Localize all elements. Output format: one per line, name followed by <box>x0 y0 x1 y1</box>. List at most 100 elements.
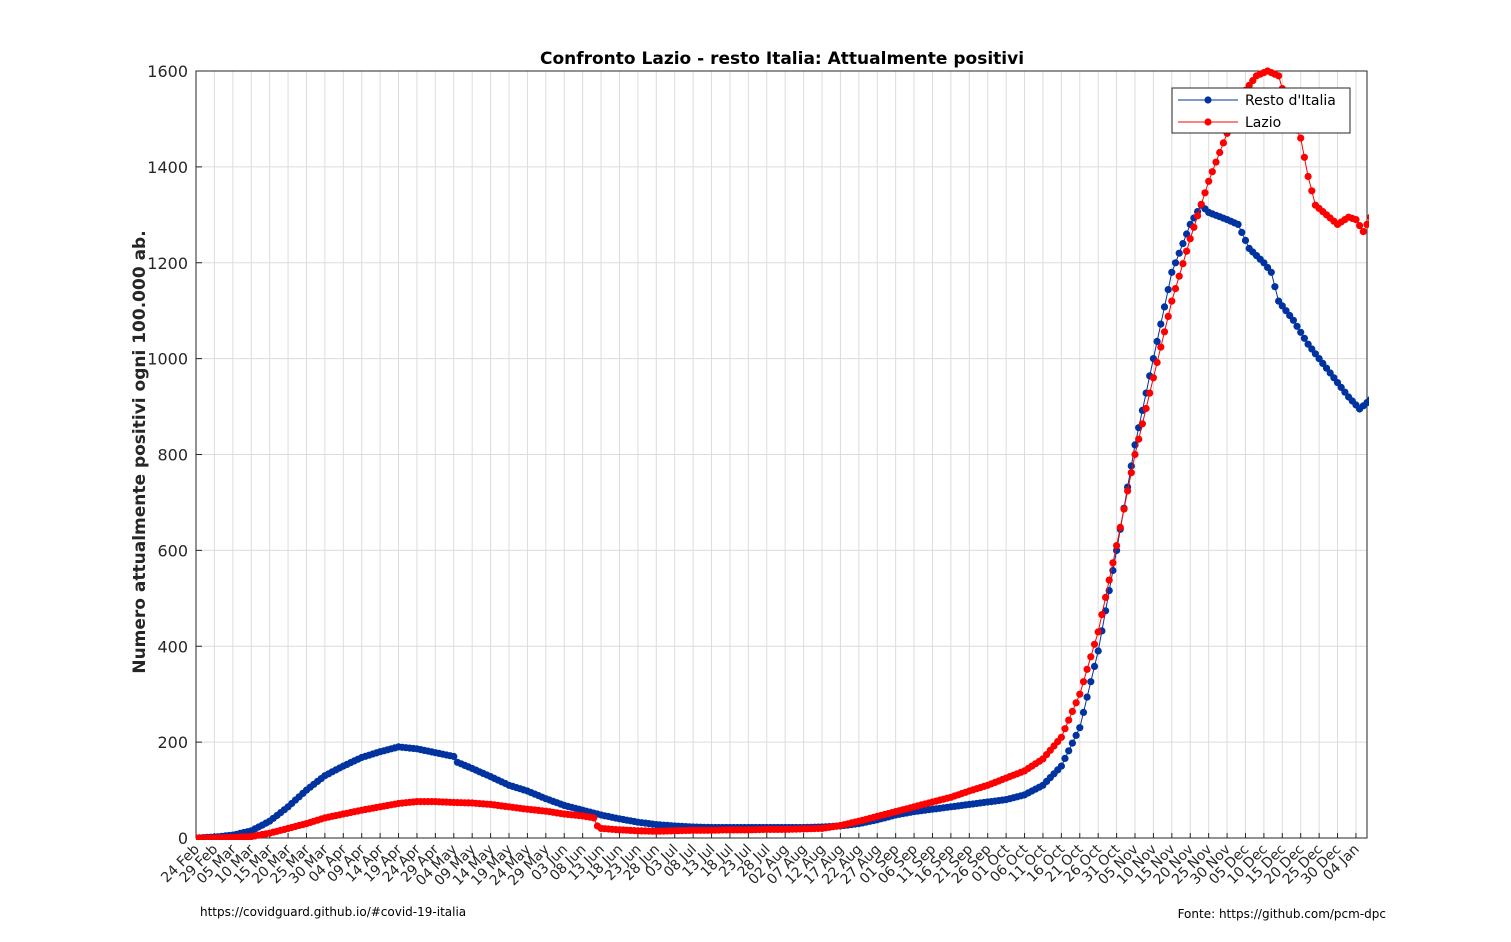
data-point <box>1194 212 1202 220</box>
data-point <box>1374 209 1381 216</box>
data-point <box>1164 286 1172 294</box>
data-point <box>1234 220 1242 228</box>
data-point <box>1120 505 1128 513</box>
data-point <box>1171 285 1180 293</box>
data-point <box>1168 268 1176 276</box>
data-point <box>1219 139 1227 147</box>
legend: Resto d'Italia Lazio <box>1171 87 1351 134</box>
data-point <box>1171 259 1180 267</box>
legend-marker <box>1204 118 1212 126</box>
data-point <box>590 814 598 822</box>
data-point <box>1061 725 1069 733</box>
data-point <box>1175 272 1183 280</box>
data-point <box>1127 469 1135 477</box>
data-point <box>1363 399 1369 407</box>
y-tick-label: 800 <box>157 446 188 465</box>
data-point <box>1371 211 1378 218</box>
data-point <box>450 752 458 761</box>
data-point <box>1201 189 1209 197</box>
data-point <box>1087 678 1095 686</box>
data-point <box>1179 240 1187 248</box>
data-point <box>1068 739 1076 747</box>
data-point <box>1153 358 1161 367</box>
data-point <box>1208 168 1216 176</box>
y-tick-label: 200 <box>157 733 188 752</box>
data-point <box>1275 72 1283 80</box>
data-point <box>1079 678 1088 686</box>
data-point <box>1183 247 1191 255</box>
data-point <box>1241 236 1250 244</box>
footer-source: Fonte: https://github.com/pcm-dpc <box>1177 907 1386 921</box>
data-point <box>1389 401 1396 408</box>
data-point <box>1057 733 1065 741</box>
data-point <box>1363 220 1369 228</box>
data-point <box>1289 316 1297 324</box>
data-point <box>1090 662 1099 671</box>
legend-box <box>1171 87 1351 134</box>
data-point <box>1138 420 1146 428</box>
data-point <box>1164 312 1172 320</box>
data-point <box>1359 228 1367 236</box>
data-point <box>1300 334 1308 342</box>
data-point <box>1083 693 1091 701</box>
data-point <box>1367 214 1369 221</box>
data-point <box>1061 754 1069 763</box>
data-point <box>1087 653 1095 661</box>
data-point <box>1157 343 1165 351</box>
data-point <box>1267 268 1275 276</box>
data-point <box>1135 435 1143 443</box>
y-tick-label: 600 <box>157 541 188 560</box>
data-point <box>1293 322 1301 330</box>
legend-label: Resto d'Italia <box>1245 93 1336 109</box>
data-point <box>1160 303 1169 311</box>
y-tick-label: 1400 <box>147 158 188 177</box>
data-point <box>1304 172 1312 181</box>
legend-marker <box>1204 96 1212 104</box>
data-point <box>1076 690 1084 698</box>
data-point <box>1238 228 1246 236</box>
data-point <box>1271 283 1279 291</box>
data-point <box>1102 593 1110 602</box>
data-point <box>1105 576 1113 584</box>
data-point <box>1352 216 1360 224</box>
data-point <box>1149 374 1157 382</box>
y-tick-label: 1200 <box>147 254 188 273</box>
data-point <box>1212 158 1220 166</box>
data-point <box>1094 628 1102 636</box>
data-point <box>1378 403 1385 410</box>
data-point <box>1065 716 1073 724</box>
data-point <box>1079 708 1088 717</box>
footer-left-url: https://covidguard.github.io/#covid-19-i… <box>200 905 467 919</box>
data-point <box>1382 402 1389 409</box>
legend-label: Lazio <box>1245 115 1281 131</box>
data-point <box>1160 328 1169 336</box>
y-tick-label: 1000 <box>147 350 188 369</box>
data-point <box>1386 203 1393 210</box>
data-point <box>1113 542 1121 550</box>
data-point <box>1153 337 1161 345</box>
data-point <box>1142 404 1150 413</box>
data-point <box>1157 320 1165 328</box>
data-point <box>1098 611 1106 619</box>
data-point <box>1297 134 1305 142</box>
y-tick-label: 1600 <box>147 62 188 81</box>
data-point <box>1374 401 1381 408</box>
data-point <box>1124 487 1132 495</box>
data-point <box>1190 223 1198 231</box>
data-point <box>1109 559 1117 567</box>
chart-title: Confronto Lazio - resto Italia: Attualme… <box>540 49 1024 69</box>
data-point <box>1186 235 1194 243</box>
data-point <box>1197 200 1205 208</box>
data-point <box>1127 462 1135 470</box>
y-axis-label: Numero attualmente positivi ogni 100.000… <box>130 230 150 673</box>
data-point <box>1386 401 1393 408</box>
data-point <box>1083 665 1091 673</box>
y-tick-label: 0 <box>178 829 188 848</box>
data-point <box>1216 148 1224 157</box>
data-point <box>1371 398 1378 405</box>
data-point <box>1090 640 1099 648</box>
data-point <box>1175 249 1183 257</box>
data-point <box>1131 450 1139 459</box>
data-point <box>1367 396 1369 403</box>
